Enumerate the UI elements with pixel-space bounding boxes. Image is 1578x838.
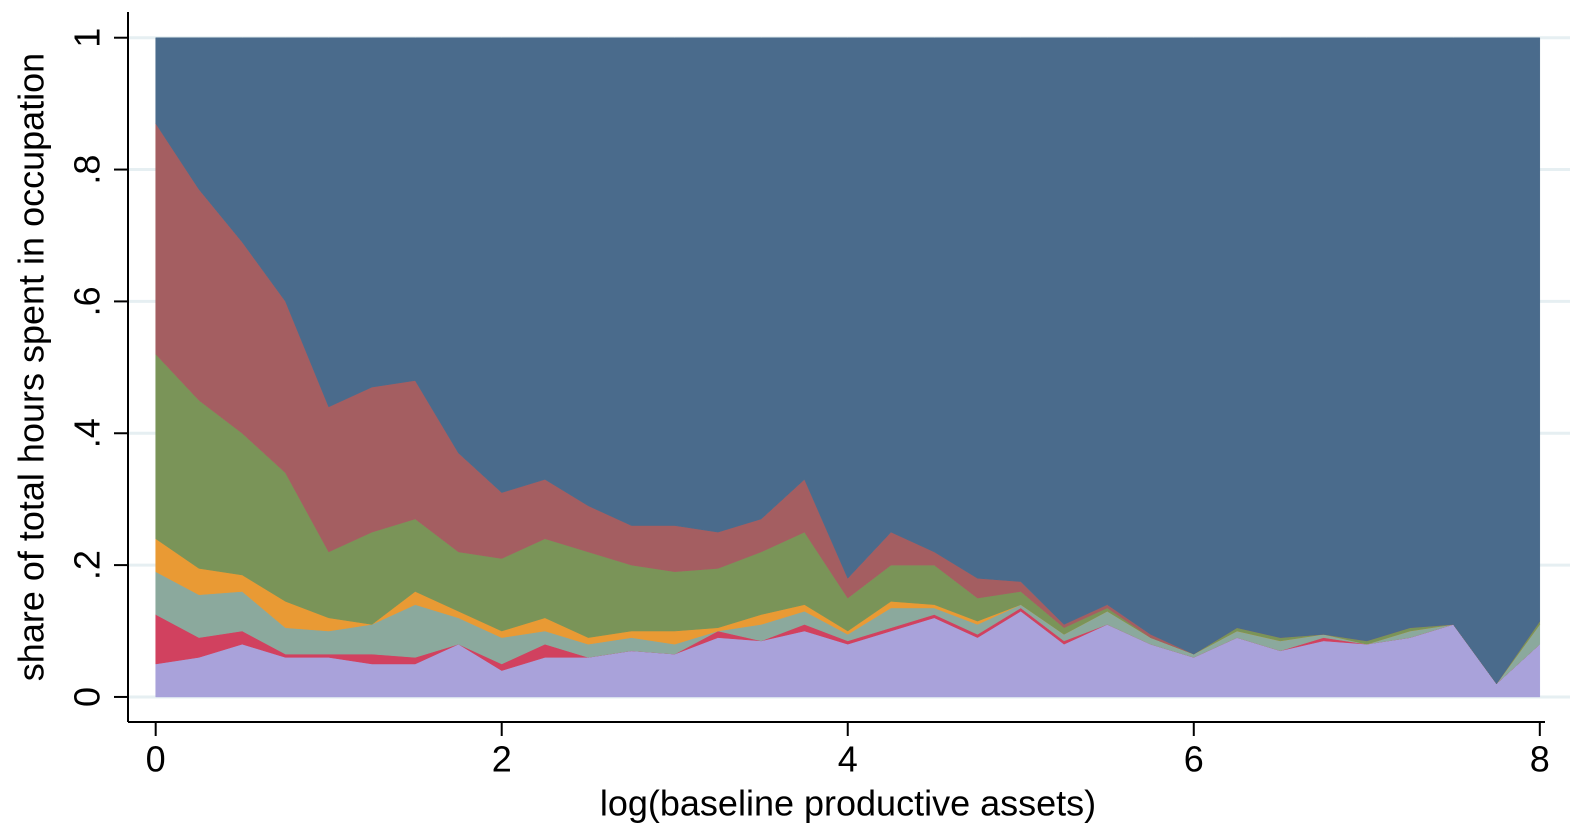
x-tick-label: 4 [838,739,858,780]
y-tick-label: .8 [67,155,108,185]
y-axis-title: share of total hours spent in occupation [11,53,52,681]
y-tick-label: 1 [67,28,108,48]
x-tick-label: 8 [1530,739,1550,780]
x-tick-label: 6 [1184,739,1204,780]
y-tick-label: .2 [67,550,108,580]
y-tick-label: 0 [67,687,108,707]
y-tick-label: .6 [67,286,108,316]
x-axis-title: log(baseline productive assets) [600,783,1096,824]
y-tick-label: .4 [67,418,108,448]
x-tick-label: 0 [146,739,166,780]
area [155,37,1541,685]
x-tick-label: 2 [492,739,512,780]
